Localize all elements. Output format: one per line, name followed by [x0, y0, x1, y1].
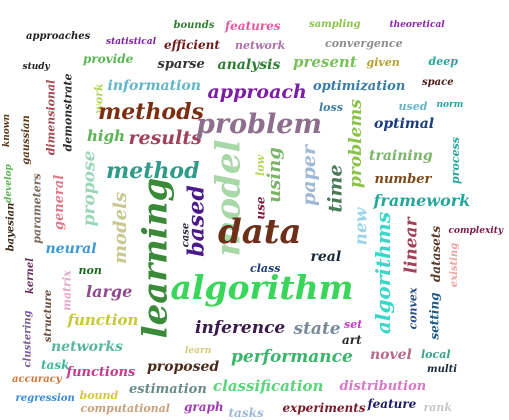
cloud-word-experiments: experiments — [282, 401, 366, 415]
cloud-word-complexity: complexity — [448, 225, 504, 236]
cloud-word-problem: problem — [196, 108, 322, 140]
cloud-word-setting: setting — [427, 292, 442, 340]
cloud-word-develop: develop — [3, 163, 14, 203]
cloud-word-number: number — [374, 171, 432, 187]
cloud-word-approaches: approaches — [26, 31, 91, 42]
cloud-word-learn: learn — [185, 345, 212, 356]
cloud-word-known: known — [1, 113, 12, 147]
cloud-word-used: used — [398, 99, 428, 113]
cloud-word-multi: multi — [427, 364, 458, 375]
cloud-word-proposed: proposed — [147, 359, 220, 375]
cloud-word-new: new — [351, 207, 372, 245]
cloud-word-task: task — [41, 358, 70, 372]
cloud-word-case: case — [179, 222, 191, 248]
cloud-word-time: time — [324, 163, 347, 213]
cloud-word-method: method — [106, 158, 200, 184]
cloud-word-framework: framework — [373, 191, 471, 210]
cloud-word-provide: provide — [83, 52, 134, 66]
cloud-word-structure: structure — [43, 289, 55, 343]
cloud-word-bound: bound — [79, 388, 119, 402]
cloud-word-theoretical: theoretical — [389, 19, 445, 30]
cloud-word-accuracy: accuracy — [12, 374, 62, 385]
cloud-word-high: high — [87, 126, 125, 145]
cloud-word-algorithms: algorithms — [371, 211, 396, 335]
cloud-word-network: network — [235, 38, 286, 52]
cloud-word-functions: functions — [66, 364, 136, 380]
cloud-word-linear: linear — [401, 216, 422, 274]
cloud-word-algorithm: algorithm — [170, 267, 354, 307]
cloud-word-dimensional: dimensional — [44, 79, 58, 155]
cloud-word-study: study — [22, 61, 50, 72]
cloud-word-bounds: bounds — [173, 20, 215, 31]
cloud-word-distribution: distribution — [339, 378, 427, 394]
cloud-word-paper: paper — [297, 144, 320, 206]
cloud-word-rank: rank — [423, 400, 453, 414]
cloud-word-computational: computational — [80, 401, 170, 415]
cloud-word-datasets: datasets — [429, 225, 444, 283]
cloud-word-deep: deep — [428, 54, 458, 68]
cloud-word-local: local — [421, 347, 451, 361]
cloud-word-networks: networks — [51, 339, 123, 355]
cloud-word-space: space — [422, 77, 454, 88]
cloud-word-matrix: matrix — [60, 269, 74, 311]
cloud-word-kernel: kernel — [25, 258, 36, 294]
cloud-word-convex: convex — [406, 287, 420, 329]
cloud-word-state: state — [293, 318, 341, 339]
cloud-word-using: using — [263, 147, 285, 203]
cloud-word-norm: norm — [436, 99, 464, 110]
cloud-word-performance: performance — [231, 346, 353, 367]
cloud-word-approach: approach — [207, 80, 307, 103]
cloud-word-large: large — [86, 282, 133, 301]
cloud-word-gaussian: gaussian — [20, 115, 32, 165]
cloud-word-methods: methods — [98, 99, 204, 125]
cloud-word-parameters: parameters — [30, 172, 44, 244]
cloud-word-feature: feature — [367, 397, 417, 411]
cloud-word-results: results — [128, 126, 202, 149]
cloud-word-training: training — [369, 148, 433, 164]
cloud-word-problems: problems — [345, 98, 366, 188]
cloud-word-graph: graph — [184, 400, 224, 414]
cloud-word-set: set — [344, 317, 363, 331]
cloud-word-models: models — [110, 191, 132, 265]
cloud-word-function: function — [67, 310, 139, 329]
cloud-word-learning: learning — [134, 177, 175, 339]
cloud-word-neural: neural — [45, 241, 97, 257]
cloud-word-efficient: efficient — [164, 38, 220, 52]
cloud-word-inference: inference — [195, 317, 286, 338]
cloud-word-loss: loss — [319, 100, 343, 114]
cloud-word-real: real — [310, 249, 342, 265]
cloud-word-data: data — [218, 212, 302, 252]
cloud-word-bayesian: bayesian — [4, 202, 16, 252]
cloud-word-existing: existing — [449, 242, 461, 288]
cloud-word-optimization: optimization — [313, 78, 406, 94]
cloud-word-sampling: sampling — [309, 19, 361, 30]
cloud-word-process: process — [448, 136, 462, 184]
cloud-word-features: features — [225, 19, 281, 33]
cloud-word-convergence: convergence — [325, 36, 403, 50]
cloud-word-present: present — [293, 52, 357, 71]
cloud-word-demonstrate: demonstrate — [61, 73, 75, 151]
cloud-word-clustering: clustering — [22, 310, 34, 368]
cloud-word-given: given — [366, 55, 400, 69]
cloud-word-novel: novel — [370, 347, 412, 363]
cloud-word-non: non — [78, 263, 102, 277]
cloud-word-information: information — [107, 78, 201, 94]
cloud-word-sparse: sparse — [157, 56, 205, 72]
cloud-word-regression: regression — [15, 393, 75, 404]
cloud-word-analysis: analysis — [217, 57, 281, 73]
cloud-word-classification: classification — [213, 376, 324, 395]
cloud-word-general: general — [51, 174, 67, 230]
cloud-word-propose: propose — [79, 150, 100, 226]
cloud-word-art: art — [342, 333, 362, 347]
cloud-word-estimation: estimation — [129, 381, 207, 397]
cloud-word-optimal: optimal — [374, 116, 435, 132]
cloud-word-statistical: statistical — [106, 36, 157, 47]
cloud-word-class: class — [250, 261, 281, 275]
cloud-word-tasks: tasks — [228, 406, 264, 420]
